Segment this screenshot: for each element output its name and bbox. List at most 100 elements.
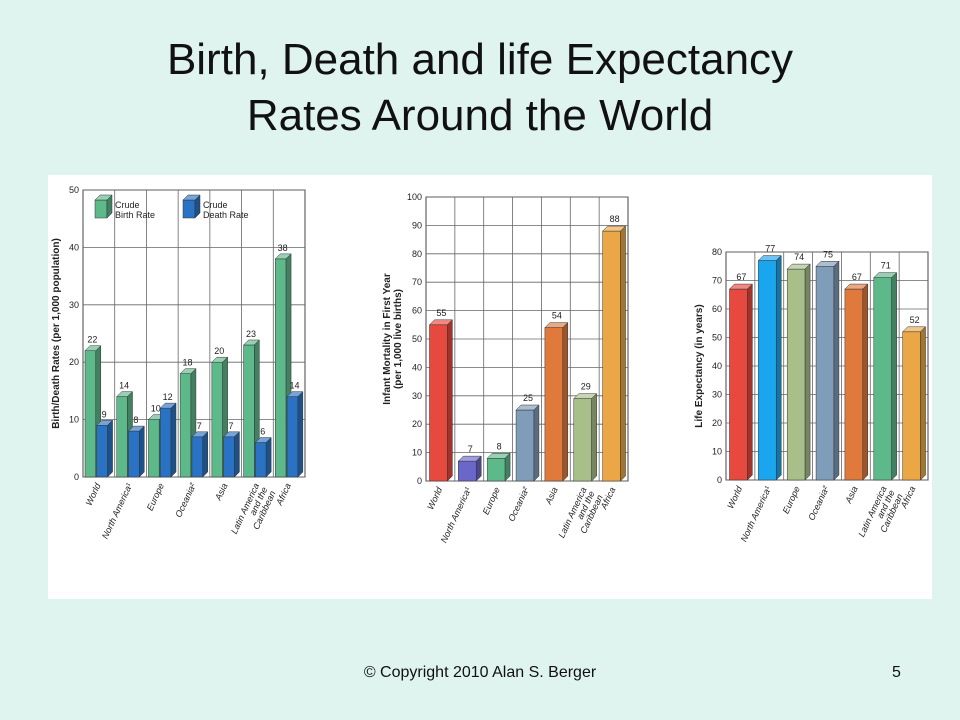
data-label: 22	[87, 335, 97, 345]
legend-swatch	[182, 199, 196, 219]
y-tick-label: 20	[69, 357, 79, 367]
y-tick-label: 60	[412, 306, 422, 316]
data-label: 52	[910, 315, 920, 325]
data-label: 6	[260, 427, 265, 437]
y-tick-label: 10	[712, 447, 722, 457]
bar-north-america-side	[775, 254, 782, 481]
bar-europe-side	[804, 263, 811, 481]
legend-swatch-side	[194, 194, 201, 219]
y-tick-label: 50	[412, 334, 422, 344]
bar-oceania-side	[533, 404, 540, 482]
bar-death-africa	[286, 396, 299, 478]
data-label: 7	[229, 421, 234, 431]
category-label: Oceania²	[506, 485, 531, 523]
legend-label-line: Crude	[115, 200, 140, 210]
bar-north-america	[758, 260, 777, 481]
data-label: 88	[610, 214, 620, 224]
bar-death-latin-america-and-the-caribbean-side	[265, 436, 272, 478]
data-label: 14	[289, 381, 299, 391]
bar-africa-side	[620, 225, 626, 482]
y-tick-label: 50	[69, 185, 79, 195]
bar-europe	[786, 268, 806, 481]
chart-2: 0 10 20 30 40 50 60 70 80 90 100 Infant Mortality i…	[382, 192, 629, 547]
data-label: 18	[183, 358, 193, 368]
bar-north-america	[458, 460, 477, 482]
bar-birth-latin-america-and-the-caribbean	[243, 344, 255, 478]
y-tick-label: 0	[417, 476, 422, 486]
data-label: 67	[852, 272, 862, 282]
chart-panel: 0 10 20 30 40 50 Birth/Death Rates (per 1,000 …	[48, 175, 932, 599]
category-label: Asia	[843, 485, 860, 506]
bar-death-north-america-side	[139, 425, 145, 478]
bar-death-africa-side	[297, 391, 304, 478]
y-tick-label: 40	[712, 361, 722, 371]
category-label: Asia	[213, 482, 230, 503]
bar-europe	[486, 458, 506, 482]
y-tick-label: 0	[717, 475, 722, 485]
bar-latin-america-and-the-caribbean-side	[591, 393, 597, 482]
bar-birth-europe	[148, 419, 160, 478]
chart-3: 0 10 20 30 40 50 60 70 80 Life Expectancy (in yea…	[694, 244, 929, 546]
y-tick-label: 70	[712, 276, 722, 286]
legend-label-line: Birth Rate	[115, 210, 155, 220]
category-label: Europe	[145, 482, 166, 513]
data-label: 8	[133, 415, 138, 425]
category-label: World	[725, 484, 744, 510]
bar-asia-side	[862, 283, 869, 481]
bar-death-latin-america-and-the-caribbean	[255, 442, 267, 478]
y-tick-label: 80	[412, 249, 422, 259]
bar-birth-africa	[275, 258, 287, 478]
bar-world-side	[447, 319, 453, 482]
data-label: 14	[119, 381, 129, 391]
legend-label: Crude Birth Rate	[115, 200, 155, 220]
data-label: 38	[278, 243, 288, 253]
bar-latin-america-and-the-caribbean	[873, 277, 892, 481]
bar-oceania	[815, 266, 835, 481]
legend-label-line: Death Rate	[203, 210, 249, 220]
data-label: 71	[881, 261, 891, 271]
bar-world	[729, 288, 748, 481]
y-tick-label: 40	[412, 362, 422, 372]
category-label: Latin Americaand theCaribbean	[556, 486, 604, 547]
category-label: World	[425, 485, 444, 511]
bar-birth-oceania	[179, 373, 192, 478]
y-tick-label: 30	[712, 390, 722, 400]
legend-label-line: Crude	[203, 200, 228, 210]
category-label: Asia	[543, 486, 560, 507]
category-label: North America¹	[100, 482, 134, 541]
slide-title: Birth, Death and life Expectancy Rates A…	[0, 32, 960, 144]
bar-birth-world	[84, 350, 97, 478]
bar-africa	[602, 230, 621, 482]
data-label: 7	[197, 421, 202, 431]
bar-asia	[544, 327, 564, 482]
bar-death-oceania	[191, 436, 203, 478]
data-label: 25	[523, 393, 533, 403]
data-label: 75	[823, 249, 833, 259]
data-label: 20	[214, 346, 224, 356]
copyright-footer: © Copyright 2010 Alan S. Berger	[363, 664, 597, 681]
legend-swatch-side	[106, 194, 113, 219]
y-axis-label-line: Infant Mortality in First Year	[382, 273, 393, 405]
bar-world	[429, 324, 448, 482]
category-label: Latin Americaand theCaribbean	[229, 482, 277, 543]
bar-death-europe-side	[170, 402, 177, 478]
chart-1: 0 10 20 30 40 50 Birth/Death Rates (per 1,000 …	[51, 185, 306, 543]
y-tick-label: 90	[412, 220, 422, 230]
data-label: 7	[468, 444, 473, 454]
bar-africa	[902, 331, 921, 481]
y-tick-label: 50	[712, 333, 722, 343]
data-label: 12	[163, 392, 173, 402]
bar-world-side	[747, 283, 753, 481]
category-label: Europe	[481, 486, 502, 517]
data-label: 8	[497, 441, 502, 451]
bar-latin-america-and-the-caribbean	[573, 398, 592, 482]
bar-death-asia	[223, 436, 235, 478]
data-label: 67	[736, 272, 746, 282]
y-tick-label: 30	[69, 300, 79, 310]
y-tick-label: 20	[712, 418, 722, 428]
category-label: Oceania²	[806, 484, 831, 522]
data-label: 74	[794, 252, 804, 262]
category-label: Latin Americaand theCaribbean	[856, 485, 904, 546]
data-label: 29	[581, 382, 591, 392]
